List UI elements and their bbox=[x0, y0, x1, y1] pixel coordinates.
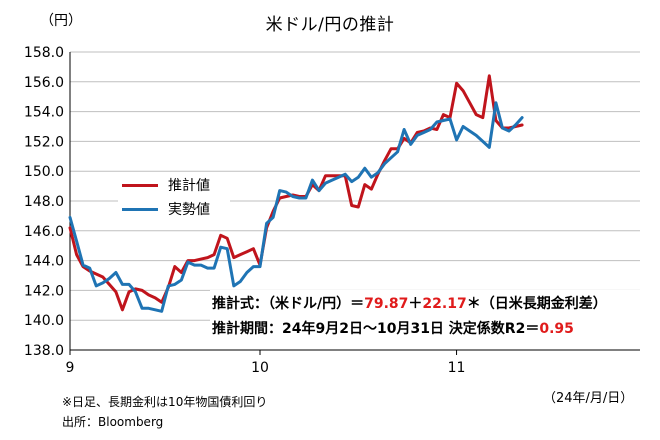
formula-suffix: ＊（日米長期金利差） bbox=[466, 296, 607, 312]
y-tick-label: 156.0 bbox=[24, 75, 64, 91]
legend-swatch-estimate bbox=[122, 183, 158, 187]
y-tick-label: 154.0 bbox=[24, 105, 64, 121]
y-tick-label: 158.0 bbox=[24, 45, 64, 61]
x-tick-label: 11 bbox=[448, 360, 466, 376]
formula-intercept: 79.87 bbox=[364, 296, 409, 312]
formula-coefficient: 22.17 bbox=[422, 296, 467, 312]
y-tick-label: 150.0 bbox=[24, 164, 64, 180]
y-tick-label: 152.0 bbox=[24, 134, 64, 150]
legend-item-actual: 実勢値 bbox=[122, 198, 210, 220]
y-tick-label: 138.0 bbox=[24, 343, 64, 359]
legend-label-actual: 実勢値 bbox=[168, 202, 210, 218]
y-tick-label: 142.0 bbox=[24, 283, 64, 299]
y-tick-label: 148.0 bbox=[24, 194, 64, 210]
x-tick-label: 10 bbox=[251, 360, 269, 376]
footnote-source: 出所：Bloomberg bbox=[62, 415, 164, 429]
formula-prefix: 推計式：（米ドル/円）＝ bbox=[212, 296, 365, 312]
y-tick-label: 146.0 bbox=[24, 224, 64, 240]
x-axis-unit: （24年/月/日） bbox=[543, 391, 634, 406]
legend-item-estimate: 推計値 bbox=[122, 174, 210, 196]
x-tick-label: 9 bbox=[66, 360, 75, 376]
r-squared-value: 0.95 bbox=[539, 321, 574, 337]
regression-formula-box: 推計式：（米ドル/円）＝79.87＋22.17＊（日米長期金利差） 推計期間：2… bbox=[210, 290, 650, 346]
estimation-period-text: 推計期間：24年9月2日～10月31日 決定係数R2＝ bbox=[212, 321, 540, 337]
legend: 推計値 実勢値 bbox=[118, 172, 230, 222]
series-line-actual bbox=[68, 101, 524, 313]
y-tick-label: 140.0 bbox=[24, 313, 64, 329]
legend-swatch-actual bbox=[122, 207, 158, 211]
formula-plus: ＋ bbox=[408, 296, 423, 312]
footnote-data-basis: ※日足、長期金利は10年物国債利回り bbox=[62, 395, 268, 409]
estimation-period-line: 推計期間：24年9月2日～10月31日 決定係数R2＝0.95 bbox=[212, 318, 574, 338]
y-axis-unit: （円） bbox=[40, 13, 82, 29]
formula-line: 推計式：（米ドル/円）＝79.87＋22.17＊（日米長期金利差） bbox=[212, 293, 607, 313]
y-tick-label: 144.0 bbox=[24, 254, 64, 270]
chart-title: 米ドル/円の推計 bbox=[265, 15, 395, 35]
legend-label-estimate: 推計値 bbox=[168, 178, 210, 194]
